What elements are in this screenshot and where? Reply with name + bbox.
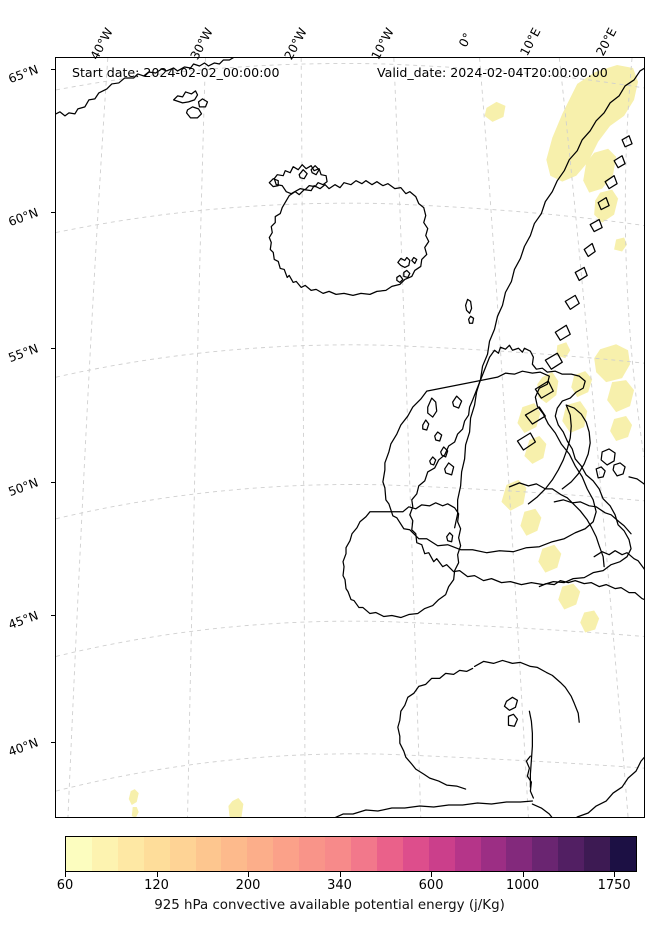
colorbar-segment-20 <box>584 837 611 871</box>
colorbar-tick-label-340: 340 <box>327 878 352 893</box>
graticule-layer <box>56 58 644 817</box>
colorbar-segment-5 <box>195 837 222 871</box>
tick-lat-40 <box>51 742 55 744</box>
colorbar-segment-4 <box>169 837 196 871</box>
colorbar-segment-3 <box>143 837 170 871</box>
colorbar-tick-label-120: 120 <box>144 878 169 893</box>
colorbar-segment-7 <box>247 837 274 871</box>
colorbar-segment-16 <box>480 837 507 871</box>
colorbar-segment-17 <box>506 837 533 871</box>
lat-tick-label-45N: 45°N <box>6 608 41 633</box>
lat-tick-label-55N: 55°N <box>6 341 41 366</box>
colorbar-segment-6 <box>221 837 248 871</box>
colorbar-tick-60 <box>65 872 66 877</box>
colorbar-segment-18 <box>532 837 559 871</box>
colorbar-segment-1 <box>91 837 118 871</box>
colorbar-tick-label-1750: 1750 <box>597 878 631 893</box>
colorbar-caption: 925 hPa convective available potential e… <box>154 898 505 913</box>
start-date-annotation: Start date: 2024-02-02_00:00:00 <box>72 65 280 80</box>
colorbar-tick-600 <box>431 872 433 877</box>
colorbar-tick-120 <box>156 872 158 877</box>
colorbar-tick-1750 <box>614 872 616 877</box>
colorbar-segment-21 <box>610 837 636 871</box>
colorbar-tick-label-1000: 1000 <box>506 878 540 893</box>
colorbar-segment-0 <box>66 837 92 871</box>
lat-tick-label-60N: 60°N <box>6 205 41 230</box>
lat-tick-label-65N: 65°N <box>6 62 41 87</box>
tick-lat-65 <box>51 69 55 71</box>
colorbar-tick-200 <box>248 872 250 877</box>
colorbar-segment-11 <box>350 837 377 871</box>
colorbar-segment-8 <box>273 837 300 871</box>
colorbar-segment-2 <box>117 837 144 871</box>
cape-shading-layer <box>128 64 639 817</box>
lon-tick-label-10E: 10°E <box>517 25 544 59</box>
colorbar-tick-label-200: 200 <box>235 878 261 893</box>
colorbar-tick-label-60: 60 <box>56 878 74 893</box>
colorbar-wrapper[interactable]: 60 120 200 340 600 1000 1750 <box>57 836 637 893</box>
colorbar[interactable] <box>65 836 637 872</box>
valid-date-annotation: Valid_date: 2024-02-04T20:00:00.00 <box>377 65 608 80</box>
map-svg <box>56 58 644 817</box>
colorbar-segment-10 <box>325 837 351 871</box>
colorbar-segment-15 <box>454 837 481 871</box>
coastline-layer <box>56 58 644 817</box>
colorbar-segment-12 <box>376 837 403 871</box>
colorbar-segment-14 <box>428 837 455 871</box>
tick-lat-55 <box>51 348 55 350</box>
tick-lat-60 <box>51 212 55 214</box>
lat-tick-label-50N: 50°N <box>6 475 41 500</box>
lat-tick-label-40N: 40°N <box>6 735 41 760</box>
colorbar-tick-label-600: 600 <box>418 878 444 893</box>
colorbar-segment-13 <box>402 837 429 871</box>
lon-tick-label-20E: 20°E <box>593 25 620 59</box>
colorbar-segment-9 <box>299 837 326 871</box>
tick-lat-50 <box>51 482 55 484</box>
colorbar-tick-340 <box>339 872 341 877</box>
tick-lat-45 <box>51 615 55 617</box>
colorbar-tick-1000 <box>522 872 524 877</box>
lon-tick-label-0: 0° <box>456 30 476 50</box>
colorbar-segment-19 <box>558 837 585 871</box>
map-axes[interactable] <box>55 57 645 818</box>
